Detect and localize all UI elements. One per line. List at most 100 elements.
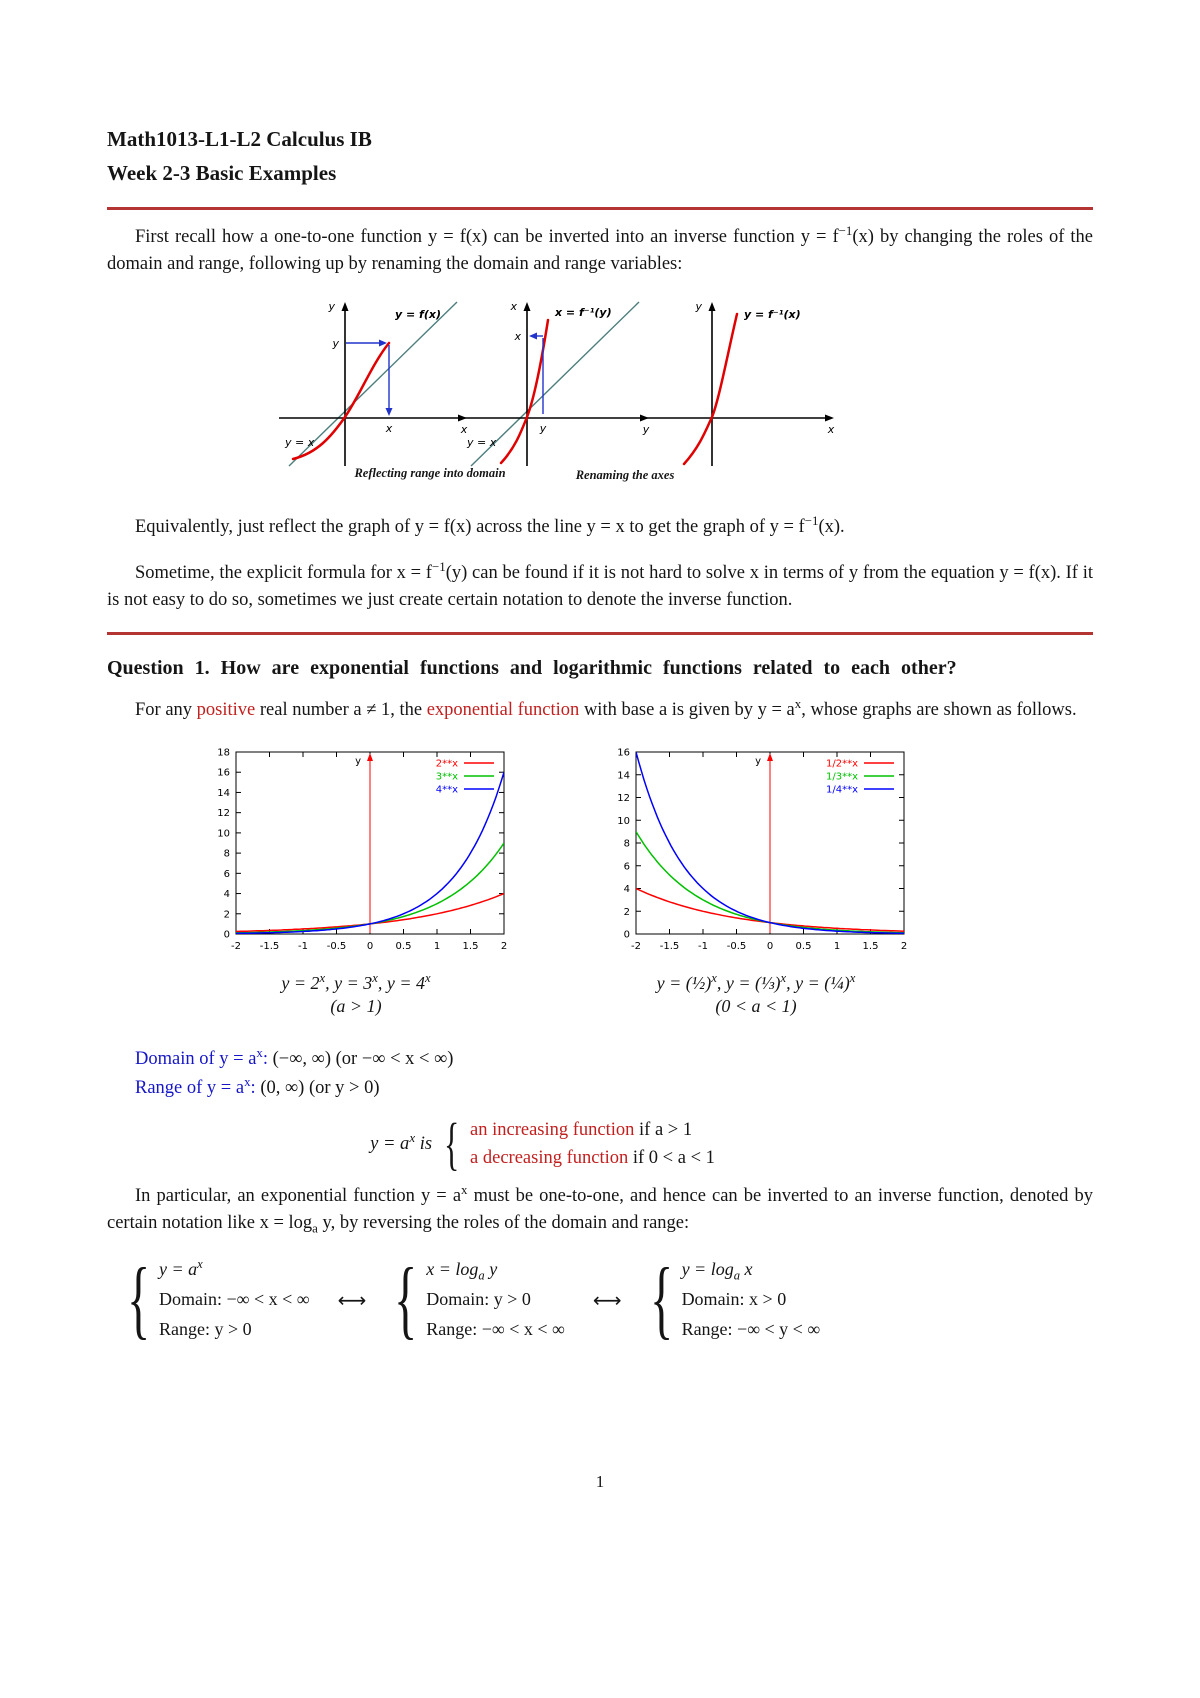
map-group-exponential: { y = ax Domain: −∞ < x < ∞ Range: y > 0	[127, 1250, 310, 1348]
range-line: Range of y = ax: (0, ∞) (or y > 0)	[135, 1074, 1093, 1103]
cases-lead: y = ax is	[370, 1129, 433, 1154]
horizontal-axis-arrow-icon	[640, 414, 649, 422]
map-formula: y = loga x	[681, 1259, 753, 1283]
map-column: x = loga y Domain: y > 0 Range: −∞ < x <…	[426, 1259, 565, 1340]
fig2-curve-label: x = f⁻¹(y)	[554, 306, 612, 319]
svg-text:12: 12	[217, 808, 230, 819]
question-heading: Question 1. How are exponential function…	[107, 657, 957, 679]
map-formula: x = loga y	[426, 1259, 498, 1283]
svg-text:18: 18	[217, 748, 230, 759]
range-label: Range of y = ax:	[135, 1073, 256, 1099]
function-curve	[291, 341, 391, 461]
svg-text:14: 14	[217, 788, 230, 799]
svg-text:16: 16	[217, 768, 230, 779]
inversion-figures: y y = f(x) y x x y = x x x = f⁻¹(y) x	[107, 296, 1093, 496]
left-brace: {	[444, 1111, 460, 1177]
fig2-tick-bottom: y	[539, 422, 547, 435]
figure-inverse-relation: x x = f⁻¹(y) x y y y = x	[461, 300, 650, 467]
fig2-axis-label-top: x	[509, 300, 517, 313]
reflect-paragraph-1: Equivalently, just reflect the graph of …	[135, 512, 845, 537]
fig1-tick-left: y	[331, 337, 339, 350]
svg-text:1/4**x: 1/4**x	[826, 785, 858, 796]
svg-text:1/2**x: 1/2**x	[826, 759, 858, 770]
chart-decreasing-exponentials: -2 -1.5 -1 -0.5 0 0.5 1 1.5 2 0 2 4 6 8 10 12 14 16 y 1/2**…	[617, 748, 907, 953]
svg-text:4: 4	[224, 889, 230, 900]
figure-inverse-function: y y = f⁻¹(x) x	[646, 300, 835, 466]
svg-text:2: 2	[901, 941, 907, 952]
svg-text:-0.5: -0.5	[727, 941, 747, 952]
doc-subtitle: Week 2-3 Basic Examples	[107, 161, 337, 186]
svg-text:8: 8	[224, 849, 230, 860]
fig2-identity-label: y = x	[466, 436, 497, 449]
svg-text:16: 16	[617, 748, 630, 759]
svg-text:-0.5: -0.5	[327, 941, 347, 952]
section-rule-top	[107, 206, 1093, 210]
svg-text:1/3**x: 1/3**x	[826, 772, 858, 783]
svg-text:1.5: 1.5	[463, 941, 479, 952]
svg-text:6: 6	[224, 869, 230, 880]
inverse-function-curve	[682, 312, 739, 466]
map-group-log-yx: { y = loga x Domain: x > 0 Range: −∞ < y…	[650, 1255, 821, 1344]
intro-paragraph: First recall how a one-to-one function y…	[107, 222, 1093, 274]
vertical-axis-arrow-icon	[523, 302, 531, 311]
svg-text:0: 0	[624, 930, 630, 941]
svg-text:2: 2	[501, 941, 507, 952]
fig3-axis-label-top: y	[694, 300, 702, 313]
chart-caption-decreasing: y = (½)x, y = (⅓)x, y = (¼)x	[656, 971, 856, 994]
question-paragraph: For any positive real number a ≠ 1, the …	[135, 695, 1077, 720]
case-increasing: an increasing function if a > 1	[470, 1119, 693, 1140]
map-range: Range: −∞ < y < ∞	[681, 1319, 821, 1340]
reflect-paragraph-2: Sometime, the explicit formula for x = f…	[107, 558, 1093, 610]
construction-right-arrow-icon	[379, 339, 387, 347]
svg-text:1.5: 1.5	[863, 941, 879, 952]
y-axis-arrow-icon	[341, 302, 349, 311]
svg-text:-2: -2	[631, 941, 641, 952]
svg-text:-1.5: -1.5	[260, 941, 280, 952]
svg-text:6: 6	[624, 861, 630, 872]
page-number: 1	[595, 1472, 605, 1491]
map-group-log-xy: { x = loga y Domain: y > 0 Range: −∞ < x…	[394, 1255, 565, 1344]
chart-increasing-exponentials: -2 -1.5 -1 -0.5 0 0.5 1 1.5 2 0 2 4 6 8 10 12 14 16 18 y 2**…	[217, 748, 507, 953]
svg-text:-2: -2	[231, 941, 241, 952]
case-decreasing: a decreasing function if 0 < a < 1	[470, 1147, 715, 1168]
domain-label: Domain of y = ax:	[135, 1044, 269, 1070]
identity-line	[288, 301, 458, 467]
fig3-curve-label: y = f⁻¹(x)	[744, 308, 801, 321]
chart-subcaption-decreasing: (0 < a < 1)	[715, 996, 797, 1017]
construction-down-arrow-icon	[385, 408, 393, 416]
svg-text:8: 8	[624, 839, 630, 850]
svg-text:0: 0	[767, 941, 773, 952]
svg-text:4**x: 4**x	[436, 785, 458, 796]
fig1-identity-label: y = x	[284, 436, 315, 449]
chart-subcaption-increasing: (a > 1)	[330, 996, 382, 1017]
figure-forward-function: y y = f(x) y x x y = x	[279, 300, 468, 467]
fig1-curve-label: y = f(x)	[395, 308, 441, 321]
map-domain: Domain: y > 0	[426, 1289, 531, 1310]
construction-left-arrow-icon	[529, 332, 537, 340]
map-domain: Domain: x > 0	[681, 1289, 787, 1310]
page-content: Math1013-L1-L2 Calculus IB Week 2-3 Basi…	[107, 0, 1093, 1344]
fig2-axis-label-right: y	[642, 423, 650, 436]
fig2-tick-left: x	[513, 330, 521, 343]
svg-text:14: 14	[617, 770, 630, 781]
range-value: (0, ∞) (or y > 0)	[255, 1078, 380, 1099]
section-rule-question	[107, 632, 1093, 635]
svg-text:3**x: 3**x	[436, 772, 458, 783]
chart-block-increasing: -2 -1.5 -1 -0.5 0 0.5 1 1.5 2 0 2 4 6 8 10 12 14 16 18 y 2**…	[191, 742, 521, 1017]
cases-column: an increasing function if a > 1 a decrea…	[470, 1120, 715, 1169]
svg-text:1: 1	[834, 941, 840, 952]
left-brace: {	[127, 1250, 151, 1348]
map-column: y = ax Domain: −∞ < x < ∞ Range: y > 0	[159, 1258, 310, 1340]
domain-range-mapping: { y = ax Domain: −∞ < x < ∞ Range: y > 0…	[107, 1250, 1093, 1348]
svg-text:2: 2	[224, 909, 230, 920]
map-column: y = loga x Domain: x > 0 Range: −∞ < y <…	[682, 1259, 821, 1340]
fig1-tick-bottom: x	[385, 422, 393, 435]
svg-text:y: y	[355, 756, 361, 767]
svg-text:-1: -1	[298, 941, 308, 952]
doc-title: Math1013-L1-L2 Calculus IB	[107, 127, 372, 151]
fig1-axis-label-top: y	[327, 300, 335, 313]
svg-text:2: 2	[624, 907, 630, 918]
svg-text:y: y	[755, 756, 761, 767]
exponential-charts-row: -2 -1.5 -1 -0.5 0 0.5 1 1.5 2 0 2 4 6 8 10 12 14 16 18 y 2**…	[107, 742, 1093, 1017]
